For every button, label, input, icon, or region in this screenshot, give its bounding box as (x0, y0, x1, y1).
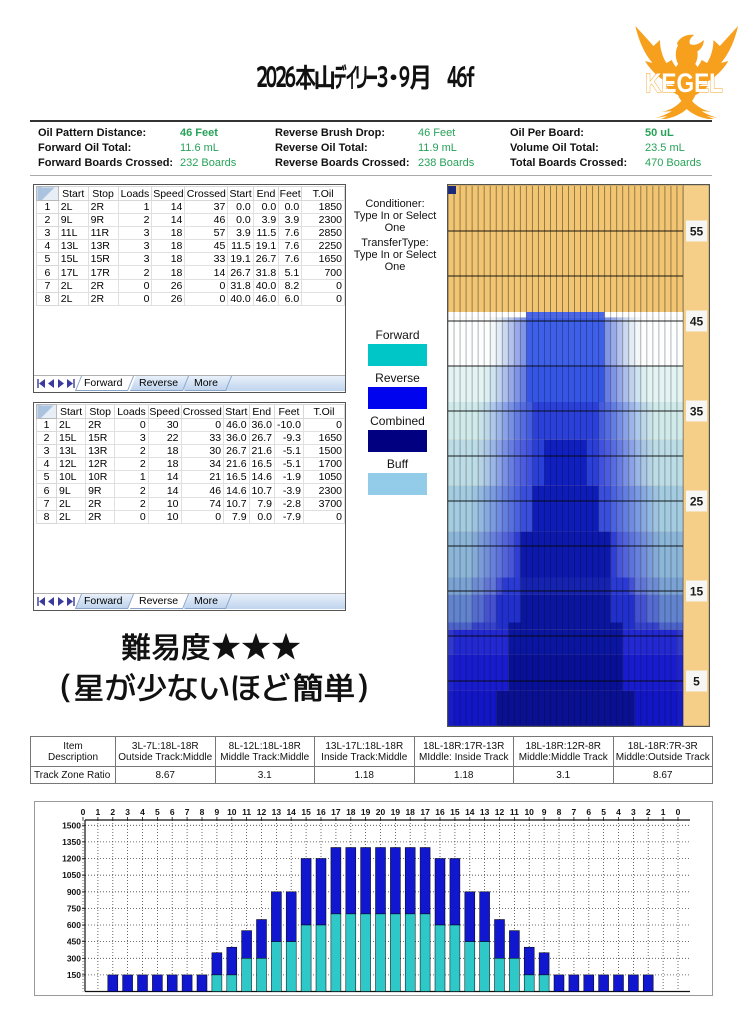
svg-text:16: 16 (316, 807, 326, 817)
svg-text:4: 4 (140, 807, 145, 817)
svg-text:150: 150 (67, 970, 81, 980)
svg-text:55: 55 (690, 225, 704, 239)
svg-text:2: 2 (110, 807, 115, 817)
svg-text:5: 5 (155, 807, 160, 817)
svg-text:900: 900 (67, 887, 81, 897)
svg-text:18: 18 (405, 807, 415, 817)
svg-text:11: 11 (510, 807, 519, 817)
svg-text:6: 6 (586, 807, 591, 817)
svg-text:12: 12 (257, 807, 267, 817)
svg-text:10: 10 (524, 807, 534, 817)
svg-text:750: 750 (67, 903, 81, 913)
svg-text:35: 35 (690, 405, 704, 419)
svg-text:1350: 1350 (62, 837, 81, 847)
svg-text:17: 17 (420, 807, 430, 817)
svg-text:450: 450 (67, 937, 81, 947)
svg-text:20: 20 (376, 807, 386, 817)
svg-text:9: 9 (215, 807, 220, 817)
svg-text:15: 15 (301, 807, 311, 817)
svg-text:3: 3 (631, 807, 636, 817)
svg-text:5: 5 (693, 675, 700, 689)
svg-text:25: 25 (690, 495, 704, 509)
svg-text:17: 17 (331, 807, 341, 817)
svg-text:2: 2 (646, 807, 651, 817)
svg-text:11: 11 (242, 807, 251, 817)
svg-text:13: 13 (272, 807, 282, 817)
svg-text:1: 1 (96, 807, 101, 817)
svg-text:6: 6 (170, 807, 175, 817)
svg-text:9: 9 (542, 807, 547, 817)
svg-text:0: 0 (81, 807, 86, 817)
svg-text:5: 5 (601, 807, 606, 817)
svg-text:10: 10 (227, 807, 237, 817)
svg-text:15: 15 (690, 585, 704, 599)
svg-text:1: 1 (661, 807, 666, 817)
svg-text:18: 18 (346, 807, 356, 817)
svg-text:45: 45 (690, 315, 704, 329)
svg-text:1500: 1500 (62, 820, 81, 830)
svg-text:13: 13 (480, 807, 490, 817)
svg-text:3: 3 (125, 807, 130, 817)
svg-text:19: 19 (361, 807, 371, 817)
svg-text:1050: 1050 (62, 870, 81, 880)
svg-text:16: 16 (435, 807, 445, 817)
svg-text:4: 4 (616, 807, 621, 817)
svg-text:12: 12 (495, 807, 505, 817)
svg-text:KEGEL: KEGEL (645, 68, 723, 98)
svg-text:15: 15 (450, 807, 460, 817)
svg-text:0: 0 (676, 807, 681, 817)
svg-text:7: 7 (572, 807, 577, 817)
svg-text:300: 300 (67, 953, 81, 963)
svg-text:1200: 1200 (62, 854, 81, 864)
svg-text:7: 7 (185, 807, 190, 817)
svg-text:19: 19 (391, 807, 401, 817)
svg-text:600: 600 (67, 920, 81, 930)
svg-text:8: 8 (200, 807, 205, 817)
svg-text:8: 8 (557, 807, 562, 817)
svg-text:14: 14 (465, 807, 475, 817)
svg-text:14: 14 (286, 807, 296, 817)
